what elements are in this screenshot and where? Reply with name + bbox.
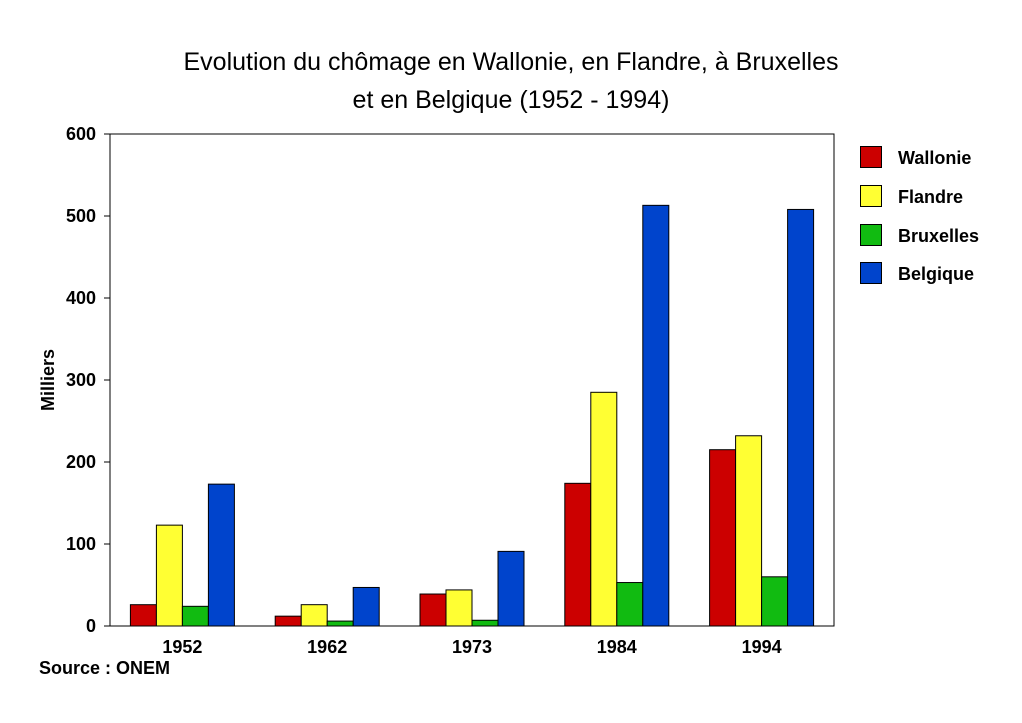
y-axis-label: Milliers xyxy=(38,349,58,411)
bar-belgique-1973 xyxy=(497,550,525,627)
legend-label-belgique: Belgique xyxy=(898,264,975,284)
bar-flandre-1952 xyxy=(155,524,183,627)
y-tick-label: 400 xyxy=(66,288,96,308)
bar-wallonie-1994 xyxy=(709,449,737,627)
bar-bruxelles-1984 xyxy=(616,582,644,627)
legend-label-wallonie: Wallonie xyxy=(898,148,972,168)
bar-bruxelles-1962 xyxy=(326,620,354,627)
bar-belgique-1994 xyxy=(787,208,815,627)
x-tick-label: 1973 xyxy=(452,637,492,657)
legend-label-flandre: Flandre xyxy=(898,187,964,207)
bar-belgique-1984 xyxy=(642,204,670,627)
legend-label-bruxelles: Bruxelles xyxy=(898,226,980,246)
y-tick-label: 600 xyxy=(66,124,96,144)
x-tick-label: 1952 xyxy=(162,637,202,657)
x-tick-label: 1984 xyxy=(597,637,637,657)
bar-flandre-1962 xyxy=(300,604,328,627)
bar-belgique-1952 xyxy=(207,483,235,627)
y-tick-label: 300 xyxy=(66,370,96,390)
x-tick-label: 1994 xyxy=(742,637,782,657)
y-tick-label: 0 xyxy=(86,616,96,636)
legend-swatch-bruxelles xyxy=(860,224,882,246)
bar-wallonie-1962 xyxy=(274,615,302,627)
legend-swatch-flandre xyxy=(860,185,882,207)
bar-bruxelles-1952 xyxy=(181,605,209,627)
y-tick-label: 100 xyxy=(66,534,96,554)
y-tick-label: 200 xyxy=(66,452,96,472)
source-note: Source : ONEM xyxy=(39,658,171,678)
chart-title-line-1: Evolution du chômage en Wallonie, en Fla… xyxy=(183,48,839,76)
x-tick-label: 1962 xyxy=(307,637,347,657)
bar-bruxelles-1994 xyxy=(761,576,789,627)
legend-swatch-wallonie xyxy=(860,146,882,168)
bar-belgique-1962 xyxy=(352,586,380,627)
bar-wallonie-1952 xyxy=(129,604,157,627)
legend-swatch-belgique xyxy=(860,262,882,284)
bar-wallonie-1973 xyxy=(419,593,447,627)
bar-flandre-1994 xyxy=(735,435,763,627)
chart-title-line-2: et en Belgique (1952 - 1994) xyxy=(352,86,670,114)
bar-wallonie-1984 xyxy=(564,482,592,627)
bar-bruxelles-1973 xyxy=(471,619,499,627)
y-tick-label: 500 xyxy=(66,206,96,226)
bar-flandre-1984 xyxy=(590,391,618,627)
bar-flandre-1973 xyxy=(445,589,473,627)
